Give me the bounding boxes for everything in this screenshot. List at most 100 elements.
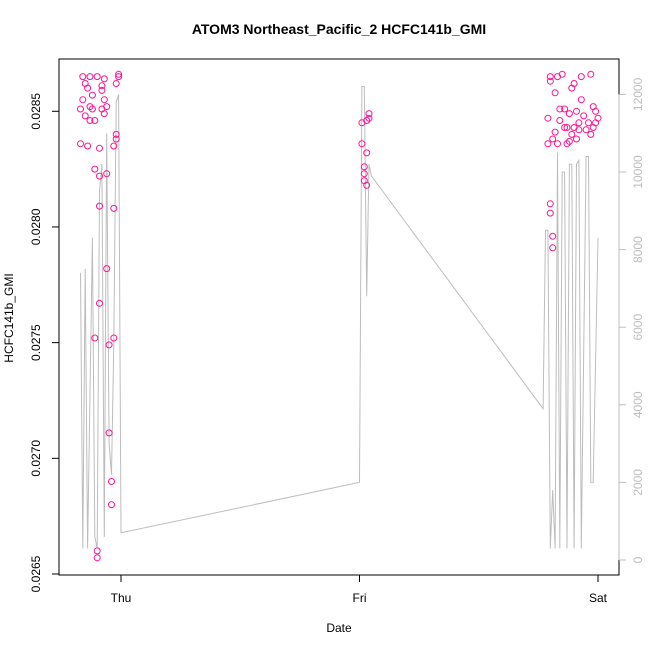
data-point [105,429,113,437]
data-point [100,96,108,104]
data-point [86,73,94,81]
data-point [585,119,592,127]
data-point [546,73,554,81]
data-point [582,126,590,134]
axes: Thu Fri Sat 0.0265 0.0270 0.0275 0.0280 0.0285 0… [29,77,645,605]
data-point [112,135,120,143]
data-point [105,341,113,349]
data-point [546,209,554,217]
data-point [93,73,101,81]
data-point [77,140,84,148]
data-point [573,107,580,115]
data-point [108,478,115,485]
data-point [565,110,573,118]
data-point [91,117,99,124]
data-point [577,73,585,81]
plot-frame [58,58,620,576]
data-point [88,91,96,99]
data-point [594,114,602,122]
data-point [112,80,120,87]
data-point [100,110,108,118]
data-point [84,142,92,150]
y2-tick-label: 8000 [631,236,645,263]
data-point [108,501,115,509]
chart-title: ATOM3 Northeast_Pacific_2 HCFC141b_GMI [192,21,486,37]
data-point [563,140,571,148]
data-point [100,75,108,83]
data-point [96,172,103,180]
data-point [546,200,554,208]
data-point [84,84,92,92]
data-point [587,70,595,78]
y-tick-label: 0.0275 [29,324,43,361]
data-point [565,137,573,145]
y2-tick-label: 2000 [631,469,645,496]
data-point [549,232,557,240]
y-tick-label: 0.0270 [29,440,43,477]
data-point [86,103,94,111]
x-tick-label: Sat [589,591,608,605]
data-point [110,142,118,150]
data-point [81,112,89,120]
y-axis-label: HCFC141b_GMI [2,273,16,362]
data-point [558,70,566,78]
data-point [544,114,552,122]
data-point [365,110,373,118]
data-point [360,163,368,171]
data-point [96,299,103,307]
data-point [110,204,118,212]
data-point [358,140,366,148]
data-point [115,70,123,78]
data-point [573,135,580,143]
data-point [93,547,101,555]
data-point [544,140,552,148]
data-point [96,144,103,152]
data-point [554,140,561,148]
data-point [77,105,84,113]
hcfc-points-series [77,70,602,562]
data-point [91,165,99,173]
data-point [112,130,120,138]
data-point [563,124,571,131]
x-tick-label: Fri [353,591,367,605]
data-point [88,105,96,113]
data-point [86,117,94,124]
y2-tick-label: 10000 [631,155,645,189]
y2-tick-label: 4000 [631,391,645,418]
data-point [546,77,554,85]
data-point [551,128,559,136]
data-point [79,96,87,104]
data-point [365,114,373,122]
data-point [549,244,557,252]
data-point [570,80,578,87]
data-point [360,170,368,178]
data-point [592,107,600,115]
data-point [91,334,99,342]
data-point [79,73,87,81]
data-point [103,265,111,273]
data-point [103,170,111,178]
x-tick-label: Thu [111,591,132,605]
data-point [96,202,103,210]
altitude-series [80,86,599,549]
data-point [549,135,557,143]
y2-tick-label: 0 [631,556,645,563]
y-tick-label: 0.0265 [29,555,43,592]
data-point [577,96,585,104]
data-point [568,130,576,138]
data-point [575,126,583,134]
data-point [587,130,595,138]
data-point [551,89,559,97]
data-point [561,105,569,113]
data-point [561,124,569,131]
data-point [363,149,371,157]
data-point [556,117,564,124]
data-point [556,105,564,113]
altitude-line [80,86,599,549]
data-point [110,334,118,342]
data-point [363,117,371,124]
y2-tick-label: 12000 [631,77,645,111]
y-tick-label: 0.0280 [29,208,43,245]
data-point [98,82,106,90]
